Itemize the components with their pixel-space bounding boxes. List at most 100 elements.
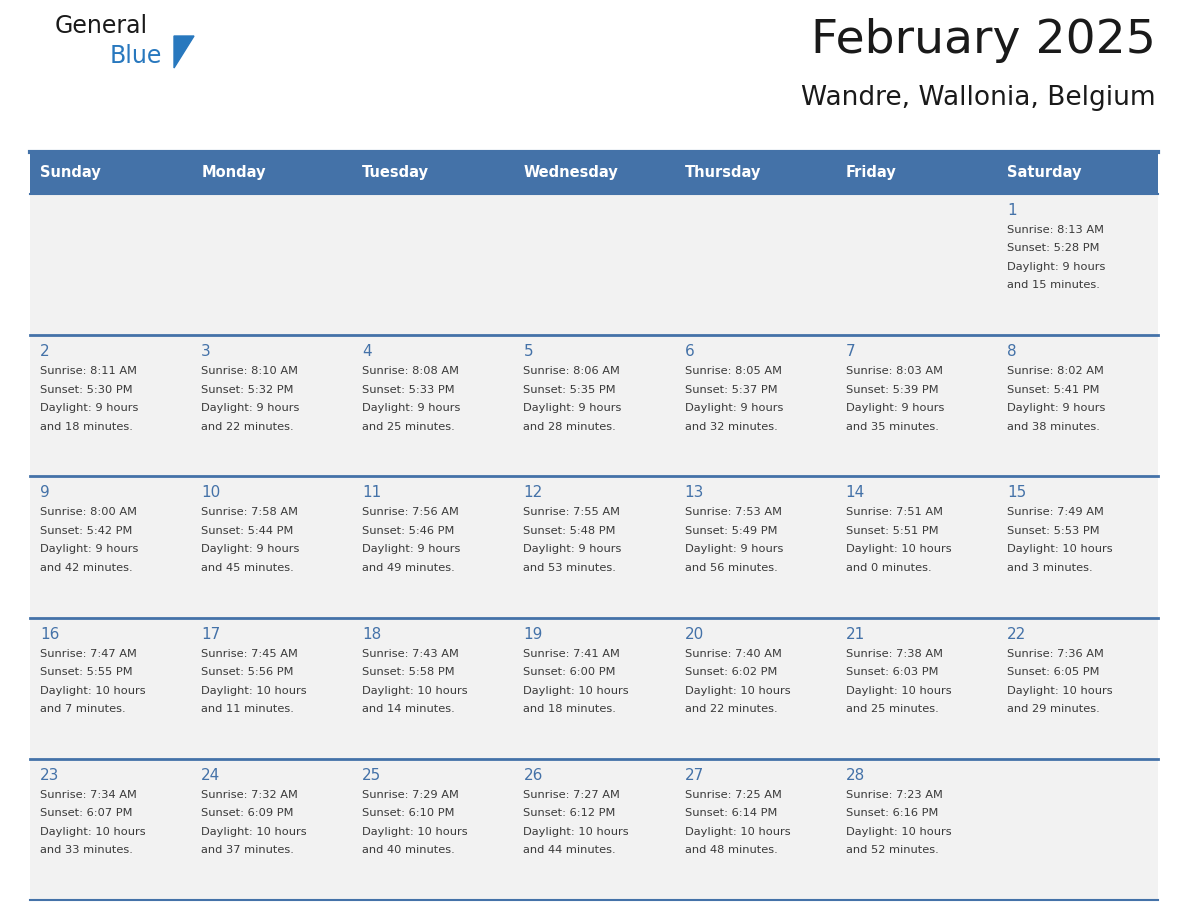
Text: 14: 14 [846,486,865,500]
Text: and 32 minutes.: and 32 minutes. [684,421,777,431]
Text: and 14 minutes.: and 14 minutes. [362,704,455,714]
Text: Sunset: 5:44 PM: Sunset: 5:44 PM [201,526,293,536]
Text: 15: 15 [1007,486,1026,500]
Text: Sunset: 6:10 PM: Sunset: 6:10 PM [362,809,455,818]
Text: Sunrise: 7:34 AM: Sunrise: 7:34 AM [40,789,137,800]
Text: Daylight: 10 hours: Daylight: 10 hours [40,686,146,696]
Text: and 35 minutes.: and 35 minutes. [846,421,939,431]
Text: Daylight: 10 hours: Daylight: 10 hours [846,686,952,696]
Text: Daylight: 10 hours: Daylight: 10 hours [846,827,952,837]
Text: Sunrise: 8:03 AM: Sunrise: 8:03 AM [846,366,943,376]
Text: and 3 minutes.: and 3 minutes. [1007,563,1093,573]
Text: 5: 5 [524,344,533,359]
Text: 27: 27 [684,767,703,783]
Text: Daylight: 9 hours: Daylight: 9 hours [684,544,783,554]
Text: Sunrise: 7:38 AM: Sunrise: 7:38 AM [846,649,943,658]
Text: 22: 22 [1007,627,1026,642]
Text: 12: 12 [524,486,543,500]
Text: Daylight: 10 hours: Daylight: 10 hours [684,827,790,837]
Text: Sunset: 5:42 PM: Sunset: 5:42 PM [40,526,132,536]
Bar [30,618,1158,759]
Text: Daylight: 10 hours: Daylight: 10 hours [684,686,790,696]
Bar [675,152,835,194]
Bar [835,152,997,194]
Bar [30,194,1158,335]
Text: General: General [55,14,148,38]
Text: Daylight: 9 hours: Daylight: 9 hours [362,544,461,554]
Text: Sunset: 5:53 PM: Sunset: 5:53 PM [1007,526,1099,536]
Text: 11: 11 [362,486,381,500]
Text: and 37 minutes.: and 37 minutes. [201,845,293,856]
Text: Sunset: 5:32 PM: Sunset: 5:32 PM [201,385,293,395]
Bar [997,152,1158,194]
Text: Blue: Blue [110,44,163,68]
Text: Sunrise: 7:23 AM: Sunrise: 7:23 AM [846,789,942,800]
Text: Sunrise: 7:55 AM: Sunrise: 7:55 AM [524,508,620,518]
Text: Saturday: Saturday [1007,165,1081,181]
Text: 16: 16 [40,627,59,642]
Text: 13: 13 [684,486,704,500]
Text: Sunset: 5:58 PM: Sunset: 5:58 PM [362,667,455,677]
Text: and 29 minutes.: and 29 minutes. [1007,704,1100,714]
Text: 28: 28 [846,767,865,783]
Text: 24: 24 [201,767,221,783]
Text: 20: 20 [684,627,703,642]
Text: Sunset: 5:28 PM: Sunset: 5:28 PM [1007,243,1099,253]
Text: Wednesday: Wednesday [524,165,618,181]
Text: Sunrise: 8:10 AM: Sunrise: 8:10 AM [201,366,298,376]
Text: Sunrise: 8:13 AM: Sunrise: 8:13 AM [1007,225,1104,235]
Text: and 18 minutes.: and 18 minutes. [40,421,133,431]
Text: Sunrise: 7:32 AM: Sunrise: 7:32 AM [201,789,298,800]
Text: Daylight: 10 hours: Daylight: 10 hours [1007,544,1112,554]
Text: and 7 minutes.: and 7 minutes. [40,704,126,714]
Text: and 53 minutes.: and 53 minutes. [524,563,617,573]
Text: Sunrise: 8:00 AM: Sunrise: 8:00 AM [40,508,137,518]
Text: Tuesday: Tuesday [362,165,429,181]
Text: Sunset: 5:48 PM: Sunset: 5:48 PM [524,526,615,536]
Text: Daylight: 9 hours: Daylight: 9 hours [362,403,461,413]
Text: Thursday: Thursday [684,165,762,181]
Text: and 56 minutes.: and 56 minutes. [684,563,777,573]
Text: Sunset: 6:16 PM: Sunset: 6:16 PM [846,809,939,818]
Text: 21: 21 [846,627,865,642]
Text: and 15 minutes.: and 15 minutes. [1007,281,1100,290]
Text: Daylight: 9 hours: Daylight: 9 hours [524,544,621,554]
Text: 8: 8 [1007,344,1017,359]
Text: Friday: Friday [846,165,897,181]
Text: Sunrise: 8:08 AM: Sunrise: 8:08 AM [362,366,460,376]
Text: and 11 minutes.: and 11 minutes. [201,704,293,714]
Text: Sunset: 5:56 PM: Sunset: 5:56 PM [201,667,293,677]
Text: Sunset: 6:05 PM: Sunset: 6:05 PM [1007,667,1099,677]
Text: and 33 minutes.: and 33 minutes. [40,845,133,856]
Text: Sunset: 5:51 PM: Sunset: 5:51 PM [846,526,939,536]
Text: 17: 17 [201,627,221,642]
Text: Daylight: 10 hours: Daylight: 10 hours [524,686,630,696]
Text: Sunrise: 7:40 AM: Sunrise: 7:40 AM [684,649,782,658]
Text: February 2025: February 2025 [811,18,1156,63]
Text: Wandre, Wallonia, Belgium: Wandre, Wallonia, Belgium [802,85,1156,111]
Text: and 52 minutes.: and 52 minutes. [846,845,939,856]
Text: Sunset: 5:39 PM: Sunset: 5:39 PM [846,385,939,395]
Text: Sunrise: 7:56 AM: Sunrise: 7:56 AM [362,508,459,518]
Text: Daylight: 9 hours: Daylight: 9 hours [201,544,299,554]
Text: Daylight: 9 hours: Daylight: 9 hours [40,544,138,554]
Text: and 22 minutes.: and 22 minutes. [684,704,777,714]
Text: 7: 7 [846,344,855,359]
Text: Sunset: 5:49 PM: Sunset: 5:49 PM [684,526,777,536]
Text: Sunset: 6:12 PM: Sunset: 6:12 PM [524,809,615,818]
Text: Sunset: 5:30 PM: Sunset: 5:30 PM [40,385,133,395]
Text: and 38 minutes.: and 38 minutes. [1007,421,1100,431]
Polygon shape [173,36,194,68]
Text: 9: 9 [40,486,50,500]
Text: Daylight: 10 hours: Daylight: 10 hours [201,827,307,837]
Text: Sunset: 6:02 PM: Sunset: 6:02 PM [684,667,777,677]
Text: Sunrise: 8:11 AM: Sunrise: 8:11 AM [40,366,137,376]
Text: Daylight: 10 hours: Daylight: 10 hours [362,827,468,837]
Text: Sunrise: 7:47 AM: Sunrise: 7:47 AM [40,649,137,658]
Text: Daylight: 9 hours: Daylight: 9 hours [40,403,138,413]
Text: 25: 25 [362,767,381,783]
Text: Sunrise: 7:27 AM: Sunrise: 7:27 AM [524,789,620,800]
Bar [30,152,191,194]
Text: Sunrise: 7:36 AM: Sunrise: 7:36 AM [1007,649,1104,658]
Bar [30,759,1158,900]
